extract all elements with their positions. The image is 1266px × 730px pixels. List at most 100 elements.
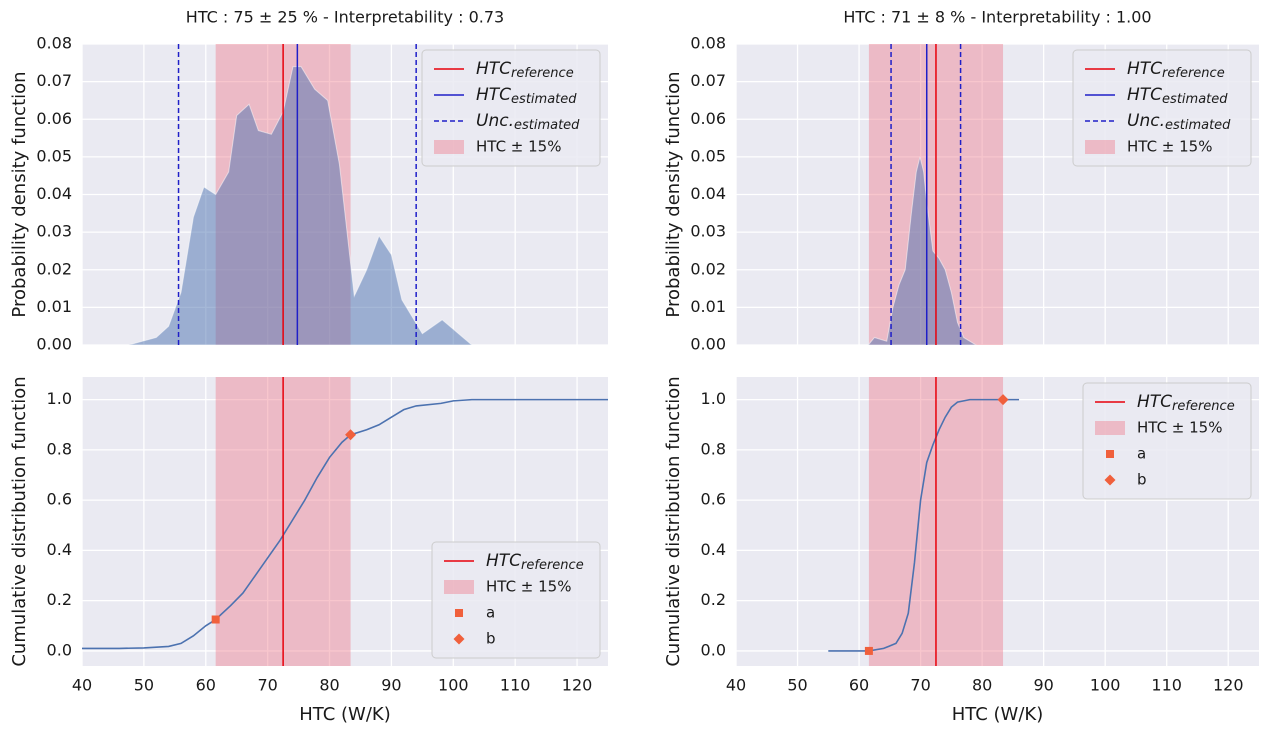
legend-handle (444, 580, 474, 594)
subplot: 40 50 60 70 80 90 100 110 120 0.0 0.2 0.4 0.6 0.8 1.0 C… (9, 376, 608, 725)
legend-label: HTC ± 15% (1127, 138, 1212, 156)
y-tick-label: 0.08 (36, 34, 72, 53)
x-tick-label: 120 (562, 676, 593, 695)
y-tick-label: 0.03 (36, 222, 72, 241)
legend-box (431, 541, 601, 659)
marker (864, 646, 873, 655)
y-tick-label: 0.6 (47, 490, 72, 509)
legend-label: HTC ± 15% (476, 138, 561, 156)
legend-label-subscript: estimated (511, 92, 577, 107)
y-tick-label: 0.4 (701, 540, 726, 559)
y-tick-label: 0.00 (36, 335, 72, 354)
x-tick-label: 50 (787, 676, 807, 695)
legend-label: b (1137, 471, 1147, 489)
x-tick-label: 90 (381, 676, 401, 695)
y-axis-label: Probability density function (663, 71, 684, 317)
y-axis-label: Cumulative distribution function (663, 376, 684, 666)
x-tick-label: 60 (196, 676, 216, 695)
y-tick-label: 0.0 (47, 640, 72, 659)
x-tick-label: 40 (72, 676, 92, 695)
x-tick-label: 100 (438, 676, 469, 695)
legend-box (421, 49, 601, 167)
density-area (128, 66, 474, 346)
y-tick-label: 0.00 (690, 335, 726, 354)
y-tick-label: 0.2 (47, 590, 72, 609)
legend-label: Unc.estimated (476, 111, 580, 133)
y-tick-label: 0.8 (701, 439, 726, 458)
legend-label-main: Unc. (1127, 111, 1165, 131)
y-tick-label: 0.06 (690, 109, 726, 128)
legend: HTCreference HTC ± 15% ab (1082, 382, 1252, 500)
legend-label-main: HTC (476, 59, 511, 79)
y-tick-label: 0.01 (36, 297, 72, 316)
x-tick-label: 80 (319, 676, 339, 695)
legend-label-subscript: reference (511, 66, 574, 81)
legend-label: HTC ± 15% (486, 578, 571, 596)
marker (345, 429, 357, 441)
y-tick-label: 0.04 (36, 184, 72, 203)
legend: HTCreferenceHTCestimatedUnc.estimatedHTC… (421, 49, 601, 167)
legend-label: Unc.estimated (1127, 111, 1231, 133)
y-tick-label: 0.07 (690, 71, 726, 90)
y-tick-label: 0.06 (36, 109, 72, 128)
x-tick-label: 110 (1151, 676, 1182, 695)
legend: HTCreference HTCestimated Unc.estimated HTC… (1072, 49, 1252, 167)
y-tick-label: 0.05 (36, 146, 72, 165)
legend-label: b (486, 630, 496, 648)
legend-label: HTCestimated (1127, 85, 1228, 107)
legend-label-subscript: reference (521, 558, 584, 573)
legend-handle (434, 140, 464, 154)
chart-title: HTC : 75 ± 25 % - Interpretability : 0.7… (186, 8, 504, 27)
y-tick-label: 0.2 (701, 590, 726, 609)
legend-label: a (1137, 445, 1146, 463)
legend-label: HTCreference (1127, 59, 1225, 81)
x-axis-label: HTC (W/K) (952, 704, 1043, 725)
legend-box (1072, 49, 1252, 167)
x-tick-label: 100 (1090, 676, 1121, 695)
x-tick-label: 70 (257, 676, 277, 695)
x-tick-label: 40 (726, 676, 746, 695)
y-tick-label: 0.03 (690, 222, 726, 241)
legend-label-subscript: reference (1162, 66, 1225, 81)
y-tick-label: 1.0 (47, 389, 72, 408)
marker (997, 394, 1009, 406)
subplot: 0.00 0.01 0.02 0.03 0.04 0.05 0.06 0.07 0.08 HTC … (9, 8, 608, 354)
legend-label-main: HTC (476, 85, 511, 105)
y-tick-label: 0.4 (47, 540, 72, 559)
marker (211, 615, 220, 624)
legend-label: HTCreference (486, 551, 584, 573)
x-axis-label: HTC (W/K) (299, 704, 390, 725)
legend-label-main: Unc. (476, 111, 514, 131)
legend-label: HTCreference (1137, 392, 1235, 414)
legend-label: HTCestimated (476, 85, 577, 107)
legend-handle (1106, 450, 1114, 458)
subplot: 40 50 60 70 80 90 100 110 120 0.0 0.2 0.4 0.6 0.8 1.0 C… (663, 376, 1259, 725)
x-tick-label: 70 (910, 676, 930, 695)
legend-label: a (486, 604, 495, 622)
legend-box (1082, 382, 1252, 500)
y-tick-label: 0.0 (701, 640, 726, 659)
y-tick-label: 0.08 (690, 34, 726, 53)
legend-label-main: HTC (1137, 392, 1172, 412)
cdf-line (828, 398, 1020, 652)
x-tick-label: 80 (972, 676, 992, 695)
cdf-line (82, 398, 608, 650)
y-axis-label: Cumulative distribution function (9, 376, 30, 666)
x-tick-label: 50 (134, 676, 154, 695)
legend-label-subscript: estimated (514, 118, 580, 133)
density-area (867, 156, 978, 346)
legend-label-main: HTC (1127, 85, 1162, 105)
y-axis-label: Probability density function (9, 71, 30, 317)
y-tick-label: 0.04 (690, 184, 726, 203)
y-tick-label: 1.0 (701, 389, 726, 408)
legend-handle (1095, 421, 1125, 435)
y-tick-label: 0.07 (36, 71, 72, 90)
y-tick-label: 0.02 (36, 259, 72, 278)
y-tick-label: 0.8 (47, 439, 72, 458)
y-tick-label: 0.01 (690, 297, 726, 316)
legend-handle (455, 609, 463, 617)
legend-label-subscript: reference (1172, 399, 1235, 414)
legend-label-main: HTC (1127, 59, 1162, 79)
legend-handle (1104, 474, 1116, 486)
